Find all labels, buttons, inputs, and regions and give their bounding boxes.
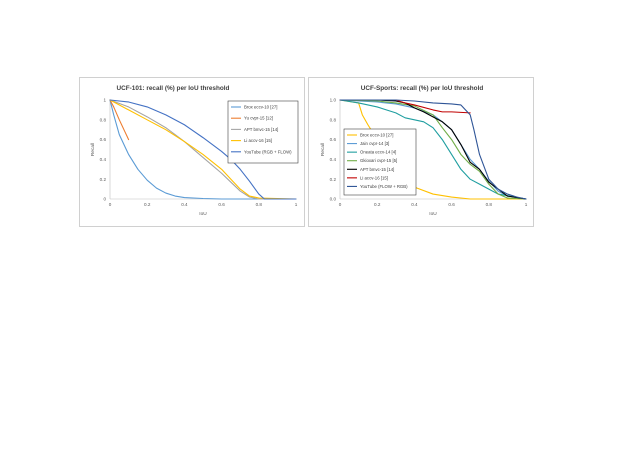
legend-box — [227, 100, 299, 164]
series-line — [109, 99, 297, 200]
x-axis-label: IoU — [429, 211, 437, 217]
x-tick-label: 0.4 — [181, 202, 188, 207]
y-tick-label: 0.6 — [100, 137, 107, 142]
legend-box — [343, 128, 417, 196]
x-tick-label: 0.8 — [256, 202, 263, 207]
x-tick-label: 0.8 — [486, 202, 493, 207]
legend-label: YouTube (RGB + FLOW) — [244, 149, 292, 154]
series-line — [109, 99, 297, 200]
x-tick-label: 1 — [295, 202, 298, 207]
ucfsports-chart-svg: UCF-Sports: recall (%) per IoU threshold… — [320, 85, 528, 217]
y-tick-label: 0.4 — [100, 157, 107, 162]
y-axis-label: Recall — [90, 143, 96, 156]
x-tick-label: 0.2 — [144, 202, 151, 207]
ucf101-recall-chart: UCF-101: recall (%) per IoU threshold 0 0.… — [79, 77, 305, 227]
y-axis-label: Recall — [320, 143, 326, 156]
x-tick-label: 1 — [525, 202, 528, 207]
y-tick-label: 0.2 — [330, 177, 337, 182]
y-tick-label: 1 — [103, 98, 106, 103]
x-tick-label: 0 — [109, 202, 112, 207]
legend-label: Li accv-16 [15] — [360, 175, 388, 180]
legend-label: APT bmvc-15 [14] — [244, 127, 278, 132]
legend-label: Yu cvpr-15 [12] — [244, 116, 273, 121]
y-tick-label: 0.8 — [100, 117, 107, 122]
x-tick-label: 0.6 — [448, 202, 455, 207]
legend-label: APT bmvc-15 [14] — [360, 167, 394, 172]
legend-label: Li accv-16 [15] — [244, 138, 272, 143]
x-axis-label: IoU — [199, 211, 207, 217]
legend-label: Oneata eccv-14 [4] — [360, 150, 396, 155]
series-line — [109, 99, 297, 200]
x-tick-label: 0 — [339, 202, 342, 207]
x-tick-label: 0.4 — [411, 202, 418, 207]
y-tick-label: 0.0 — [330, 197, 337, 202]
ucf101-chart-svg: UCF-101: recall (%) per IoU threshold 0 0.… — [90, 85, 299, 217]
series-line — [109, 99, 297, 200]
series-line — [339, 99, 527, 200]
series-line — [339, 99, 527, 200]
y-tick-label: 0.2 — [100, 177, 107, 182]
y-tick-label: 0.8 — [330, 117, 337, 122]
y-tick-label: 0.4 — [330, 157, 337, 162]
series-line — [109, 99, 130, 141]
chart-title: UCF-101: recall (%) per IoU threshold — [117, 85, 230, 92]
x-tick-label: 0.2 — [374, 202, 381, 207]
ucfsports-recall-chart: UCF-Sports: recall (%) per IoU threshold… — [308, 77, 534, 227]
legend-label: Jain cvpr-14 [3] — [360, 141, 389, 146]
series-line — [339, 99, 527, 200]
y-tick-label: 0 — [103, 197, 106, 202]
chart-title: UCF-Sports: recall (%) per IoU threshold — [361, 85, 484, 92]
legend-label: Brox eccv-10 [27] — [360, 133, 393, 138]
legend-label: Gkioxari cvpr-15 [5] — [360, 158, 397, 163]
legend-label: YouTube (FLOW + RGB) — [360, 184, 408, 189]
legend-label: Brox eccv-10 [27] — [244, 105, 277, 110]
y-tick-label: 1.0 — [330, 98, 337, 103]
y-tick-label: 0.6 — [330, 137, 337, 142]
x-tick-label: 0.6 — [218, 202, 225, 207]
